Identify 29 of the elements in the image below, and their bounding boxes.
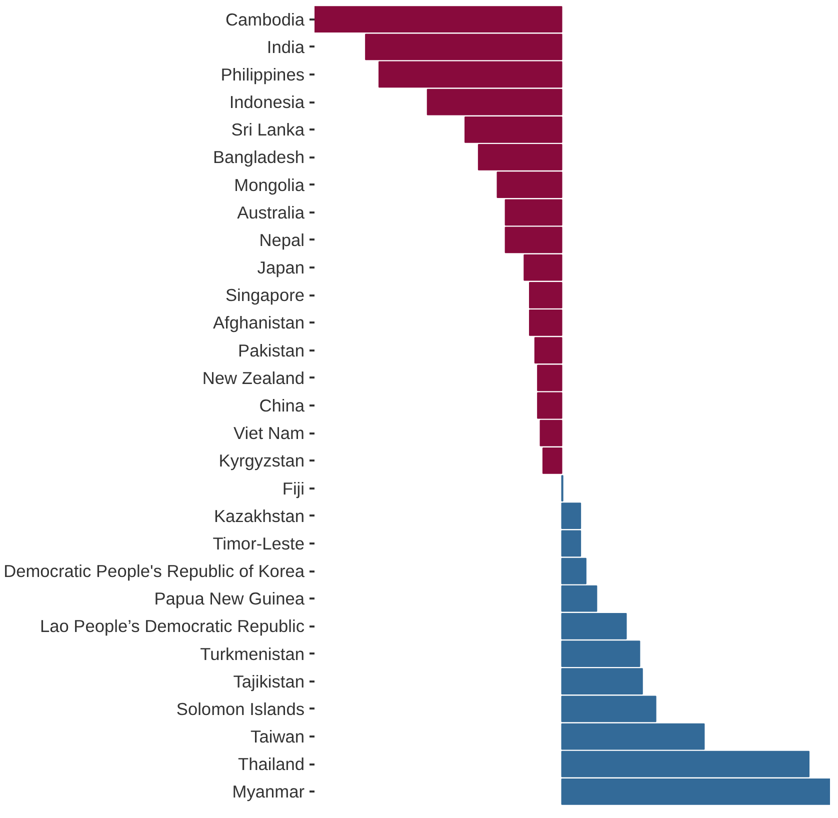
y-tick-label: Pakistan xyxy=(238,340,305,360)
y-tick-label: Myanmar xyxy=(232,782,305,802)
y-tick-label: Solomon Islands xyxy=(176,698,305,719)
y-tick-label: Mongolia xyxy=(234,174,305,195)
y-tick-label: Singapore xyxy=(226,285,305,306)
y-tick-label: Taiwan xyxy=(250,726,305,747)
y-tick-label: Indonesia xyxy=(229,92,305,112)
y-tick-label: New Zealand xyxy=(202,368,305,388)
y-tick-label: Cambodia xyxy=(226,9,305,30)
y-tick-label: Sri Lanka xyxy=(231,120,305,140)
y-tick-label: Kyrgyzstan xyxy=(218,450,305,471)
y-tick-label: Philippines xyxy=(220,64,305,84)
y-tick-label: Kazakhstan xyxy=(214,506,305,526)
y-tick-label: Afghanistan xyxy=(212,312,305,333)
y-tick-label: China xyxy=(259,396,305,416)
y-tick-label: Japan xyxy=(257,258,305,278)
y-tick-label: Bangladesh xyxy=(212,147,304,168)
y-tick-label: Fiji xyxy=(282,478,305,498)
y-tick-label: Turkmenistan xyxy=(200,644,305,664)
y-tick-label: Papua New Guinea xyxy=(154,588,305,609)
y-tick-label: Democratic People's Republic of Korea xyxy=(4,561,305,582)
y-tick-label: Thailand xyxy=(238,754,305,774)
y-tick-label: Australia xyxy=(237,202,305,222)
y-tick-label: Lao People’s Democratic Republic xyxy=(40,616,305,636)
y-tick-label: Timor-Leste xyxy=(212,533,305,554)
y-tick-label: Viet Nam xyxy=(234,423,305,444)
y-tick-label: Nepal xyxy=(259,230,305,250)
y-tick-label: India xyxy=(266,36,305,57)
y-tick-label: Tajikistan xyxy=(233,671,305,692)
